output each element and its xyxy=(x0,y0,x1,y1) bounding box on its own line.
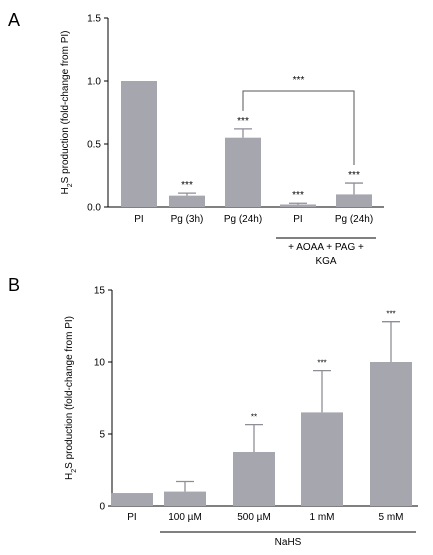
significance-marker: *** xyxy=(292,190,304,201)
group-label: NaHS xyxy=(275,537,302,548)
y-tick-label: 5 xyxy=(99,430,105,441)
x-tick-label: 100 µM xyxy=(168,512,202,523)
comparison-label: *** xyxy=(293,75,305,86)
panel-b: B 0 5 10 15 H2S production (fold-change from … xyxy=(8,275,418,548)
panel-letter: A xyxy=(8,10,20,30)
panel-letter: B xyxy=(8,275,20,295)
group-label: + AOAA + PAG + xyxy=(288,242,364,253)
bar xyxy=(169,195,205,207)
x-tick-label: PI xyxy=(127,512,136,523)
panel-a: A 0.0 0.5 1.0 1.5 H2S production (fold-change… xyxy=(8,10,384,267)
x-tick-label: PI xyxy=(134,214,143,225)
significance-marker: *** xyxy=(386,310,395,319)
bar xyxy=(280,204,316,207)
group-label: KGA xyxy=(315,256,336,267)
bar xyxy=(225,137,261,207)
bar xyxy=(111,493,153,506)
x-tick-label: PI xyxy=(293,214,302,225)
significance-marker: *** xyxy=(237,116,249,127)
y-axis-label: H2S production (fold-change from PI) xyxy=(60,31,74,195)
comparison-bracket xyxy=(242,90,355,166)
y-tick-label: 0 xyxy=(99,502,105,513)
x-tick-label: Pg (3h) xyxy=(171,214,204,225)
bar xyxy=(370,362,412,506)
x-tick-label: Pg (24h) xyxy=(335,214,373,225)
significance-marker: *** xyxy=(317,359,326,368)
x-tick-label: Pg (24h) xyxy=(224,214,262,225)
x-tick-label: 5 mM xyxy=(379,512,404,523)
significance-marker: *** xyxy=(181,180,193,191)
y-tick-label: 15 xyxy=(94,286,106,297)
x-tick-label: 1 mM xyxy=(310,512,335,523)
bar xyxy=(164,491,206,506)
y-axis-label: H2S production (fold-change from PI) xyxy=(64,316,78,480)
y-tick-label: 0.5 xyxy=(87,140,101,151)
significance-marker: *** xyxy=(348,170,360,181)
bar xyxy=(121,81,157,207)
bar xyxy=(301,412,343,506)
y-tick-label: 1.5 xyxy=(87,14,101,25)
bar xyxy=(336,194,372,207)
bar xyxy=(233,452,275,506)
y-tick-label: 1.0 xyxy=(87,77,101,88)
x-tick-label: 500 µM xyxy=(237,512,271,523)
y-tick-label: 10 xyxy=(94,358,106,369)
y-tick-label: 0.0 xyxy=(87,203,101,214)
significance-marker: ** xyxy=(251,413,257,422)
